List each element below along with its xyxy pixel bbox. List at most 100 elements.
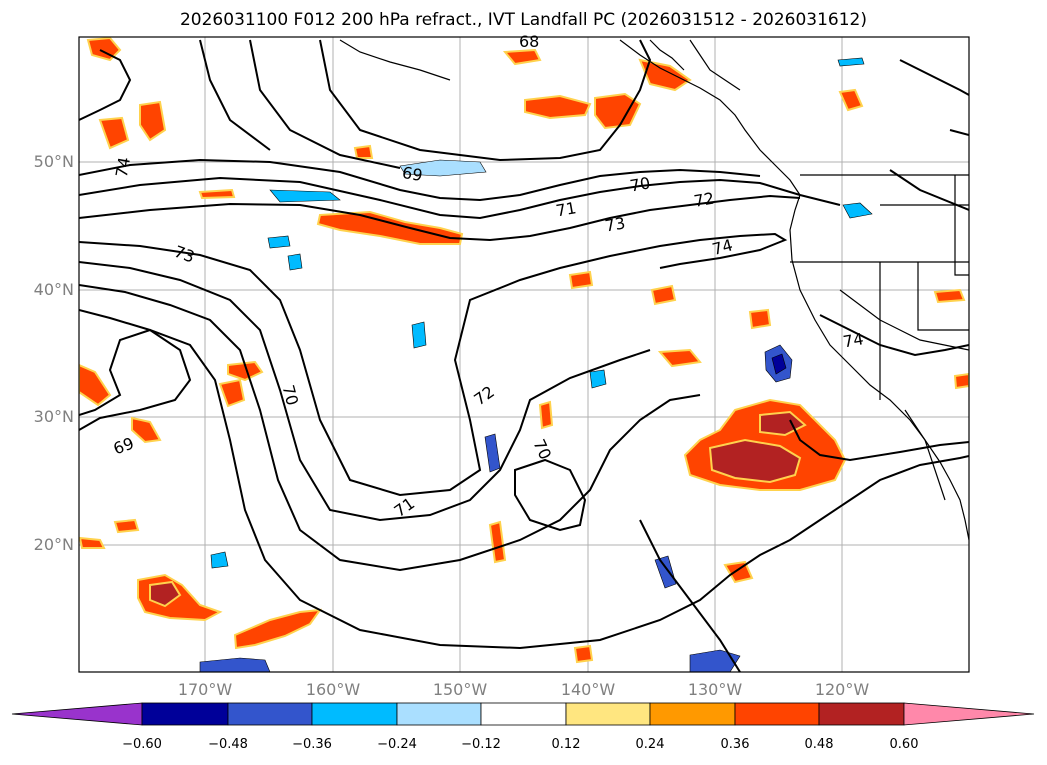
colorbar-extend-left: [11, 702, 143, 726]
patch: [267, 235, 291, 249]
colorbar-tick-label: 0.48: [804, 737, 834, 752]
patch: [227, 360, 264, 382]
contour-label: 74: [112, 156, 134, 179]
contour-line: [889, 169, 969, 211]
map-frame: [78, 36, 970, 673]
contour-line: [79, 309, 969, 650]
lat-label: 30°N: [33, 407, 74, 426]
colorbar-tick-label: −0.24: [377, 737, 417, 752]
contour-line: [639, 519, 741, 672]
contour-line: [79, 328, 192, 431]
contour-line: [319, 39, 652, 162]
coastline: [619, 39, 969, 541]
patch: [199, 657, 271, 672]
patch: [842, 202, 873, 219]
contour-line: [949, 129, 969, 136]
patch: [638, 58, 692, 92]
lon-label: 160°W: [305, 680, 361, 699]
contour-line: [249, 39, 401, 169]
patch: [502, 48, 542, 66]
colorbar-tick-label: 0.12: [551, 737, 581, 752]
patch: [723, 560, 754, 584]
border: [917, 262, 969, 331]
lon-label: 150°W: [432, 680, 488, 699]
lat-label: 40°N: [33, 280, 74, 299]
patch: [708, 438, 802, 484]
patch: [139, 100, 167, 142]
patch: [86, 37, 122, 62]
colorbar-bin: [649, 702, 736, 726]
contour-line: [79, 194, 801, 242]
patch: [210, 551, 229, 569]
lat-label: 50°N: [33, 152, 74, 171]
colorbar-extend-right: [903, 702, 1035, 726]
coastline: [689, 39, 741, 91]
colorbar-tick-label: −0.12: [461, 737, 501, 752]
contour-line: [79, 158, 761, 202]
patch: [233, 608, 323, 650]
lon-label: 130°W: [687, 680, 743, 699]
contour-line: [79, 49, 132, 121]
contour-label: 70: [279, 383, 303, 408]
contour-label: 71: [554, 198, 577, 220]
patch: [79, 536, 106, 549]
patch: [98, 116, 130, 150]
border: [954, 175, 969, 276]
border: [839, 289, 969, 351]
patch: [568, 270, 594, 290]
colorbar-tick-label: 0.24: [635, 737, 665, 752]
patch: [198, 188, 236, 200]
contour-line: [819, 314, 969, 357]
colorbar-bin: [818, 702, 905, 726]
patch: [411, 321, 427, 349]
coastline: [649, 39, 685, 71]
contour-line: [899, 59, 969, 96]
colorbar-bin: [396, 702, 482, 726]
patch: [573, 644, 594, 664]
map-area: [79, 37, 969, 672]
patch: [524, 94, 592, 120]
lat-label: 20°N: [33, 535, 74, 554]
positive-anomaly-patches: [79, 37, 969, 664]
coastlines: [339, 39, 969, 541]
patch: [149, 580, 182, 608]
contour-line: [789, 419, 969, 462]
map-title: 2026031100 F012 200 hPa refract., IVT La…: [179, 10, 867, 30]
contour-line: [79, 176, 841, 220]
patch: [837, 57, 865, 67]
colorbar-bin: [480, 702, 567, 726]
patch: [953, 372, 969, 390]
patch: [594, 92, 642, 130]
colorbar-bin: [141, 702, 229, 726]
colorbar: [11, 702, 1035, 726]
colorbar-bin: [311, 702, 398, 726]
colorbar-tick-label: −0.36: [292, 737, 332, 752]
contour-line: [199, 39, 271, 151]
lon-label: 120°W: [814, 680, 870, 699]
colorbar-bin: [227, 702, 313, 726]
patch: [654, 555, 677, 589]
patch: [933, 288, 966, 304]
patch: [838, 88, 864, 112]
patch: [650, 284, 677, 306]
patch: [399, 159, 487, 177]
patch: [353, 144, 374, 159]
colorbar-bin: [565, 702, 651, 726]
contour-line: [79, 284, 701, 572]
contour-label: 73: [603, 213, 626, 235]
patch: [269, 189, 341, 203]
patch: [771, 353, 787, 375]
contour-line: [79, 232, 788, 497]
contour-label: 74: [710, 235, 735, 259]
contour-line: [514, 458, 587, 532]
negative-anomaly-patches: [199, 57, 873, 672]
patch: [316, 210, 464, 245]
lon-label: 140°W: [560, 680, 616, 699]
colorbar-tick-label: −0.60: [122, 737, 162, 752]
patch: [131, 416, 162, 444]
patch: [218, 378, 246, 408]
patch: [589, 369, 607, 389]
contour-label: 68: [519, 32, 539, 51]
colorbar-tick-label: 0.36: [720, 737, 750, 752]
